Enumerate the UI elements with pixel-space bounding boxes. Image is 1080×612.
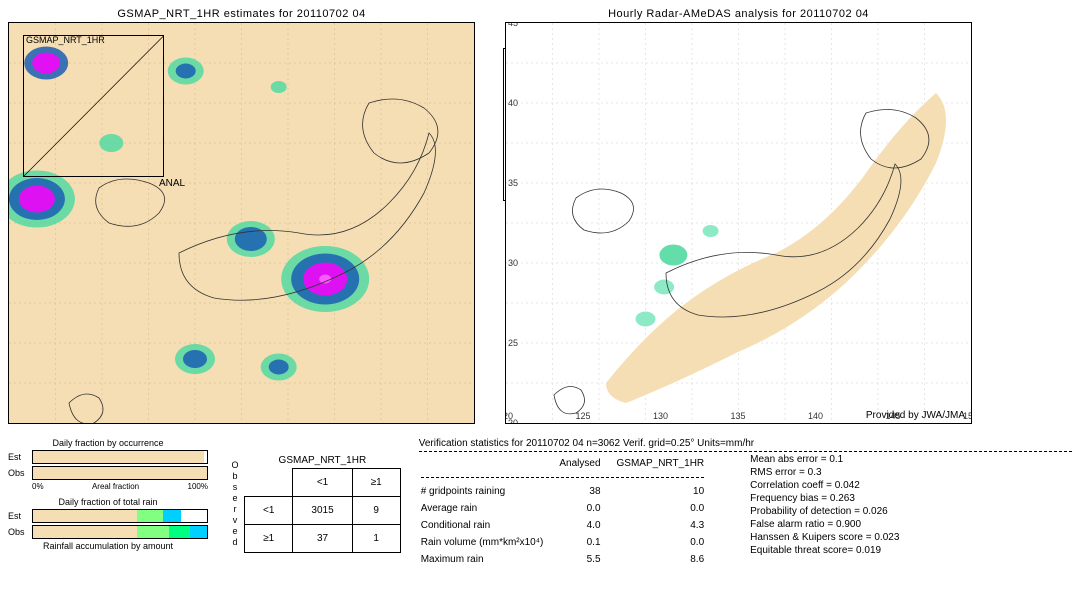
bar-outer bbox=[32, 509, 208, 523]
bar-fill bbox=[33, 451, 204, 463]
verif-val: 8.6 bbox=[617, 552, 719, 567]
left-map-title: GSMAP_NRT_1HR estimates for 20110702 04 bbox=[8, 8, 475, 20]
right-map-block: Hourly Radar-AMeDAS analysis for 2011070… bbox=[505, 8, 972, 424]
verif-label: Rain volume (mm*km²x10⁴) bbox=[421, 535, 558, 550]
svg-text:125: 125 bbox=[576, 411, 591, 421]
svg-text:30: 30 bbox=[508, 258, 518, 268]
verif-val: 10 bbox=[617, 484, 719, 499]
ct-table: <1≥1<130159≥1371 bbox=[244, 468, 401, 553]
verif-val: 5.5 bbox=[559, 552, 614, 567]
stat-line: Equitable threat score= 0.019 bbox=[750, 545, 899, 556]
top-row: GSMAP_NRT_1HR estimates for 20110702 04 … bbox=[8, 8, 1072, 424]
stats-list: Mean abs error = 0.1 RMS error = 0.3 Corre… bbox=[750, 454, 899, 569]
bar-seg bbox=[137, 526, 168, 538]
verif-label: Maximum rain bbox=[421, 552, 558, 567]
right-map-svg: 120125130135140145150202530354045 bbox=[506, 23, 971, 423]
stat-line: Hanssen & Kuipers score = 0.023 bbox=[750, 532, 899, 543]
verif-label: # gridpoints raining bbox=[421, 484, 558, 499]
bar-label: Obs bbox=[8, 527, 32, 537]
bar-row: Est bbox=[8, 450, 208, 464]
left-map-frame: GSMAP_NRT_1HR ANAL bbox=[8, 22, 475, 424]
verif-val: 4.0 bbox=[559, 518, 614, 533]
ct-cell: 9 bbox=[352, 496, 400, 524]
bar-outer bbox=[32, 525, 208, 539]
anal-label: ANAL bbox=[159, 178, 185, 189]
svg-text:45: 45 bbox=[508, 23, 518, 28]
bar-row: Est bbox=[8, 509, 208, 523]
verif-val: 4.3 bbox=[617, 518, 719, 533]
ct-col: <1 bbox=[293, 468, 352, 496]
verif-table: AnalysedGSMAP_NRT_1HR # gridpoints raini… bbox=[419, 454, 720, 569]
ct-cell: 1 bbox=[352, 524, 400, 552]
verif-val: 38 bbox=[559, 484, 614, 499]
stat-line: Probability of detection = 0.026 bbox=[750, 506, 899, 517]
dash1 bbox=[419, 451, 1072, 452]
bar-seg bbox=[190, 526, 207, 538]
stat-line: Frequency bias = 0.263 bbox=[750, 493, 899, 504]
svg-text:20: 20 bbox=[508, 418, 518, 423]
occ-scale-l: 0% bbox=[32, 482, 44, 491]
bar-label: Obs bbox=[8, 468, 32, 478]
inset-box: GSMAP_NRT_1HR bbox=[23, 35, 165, 177]
ct-rowh: ≥1 bbox=[245, 524, 293, 552]
verif-col: Analysed bbox=[559, 456, 614, 471]
svg-text:40: 40 bbox=[508, 98, 518, 108]
stat-line: RMS error = 0.3 bbox=[750, 467, 899, 478]
occ-scale-m: Areal fraction bbox=[92, 482, 139, 491]
verif-label: Average rain bbox=[421, 501, 558, 516]
inset-diag bbox=[24, 36, 164, 176]
bar-fill bbox=[33, 467, 207, 479]
verif-col: GSMAP_NRT_1HR bbox=[617, 456, 719, 471]
left-map-block: GSMAP_NRT_1HR estimates for 20110702 04 … bbox=[8, 8, 475, 424]
contingency-wrap: Observed GSMAP_NRT_1HR <1≥1<130159≥1371 bbox=[226, 438, 401, 569]
verif-val: 0.1 bbox=[559, 535, 614, 550]
ct-col: ≥1 bbox=[352, 468, 400, 496]
bar-row: Obs bbox=[8, 466, 208, 480]
bar-row: Obs bbox=[8, 525, 208, 539]
stat-line: Correlation coeff = 0.042 bbox=[750, 480, 899, 491]
bar-seg bbox=[163, 510, 180, 522]
occ-scale-r: 100% bbox=[188, 482, 208, 491]
stat-line: Mean abs error = 0.1 bbox=[750, 454, 899, 465]
svg-text:130: 130 bbox=[653, 411, 668, 421]
svg-text:135: 135 bbox=[731, 411, 746, 421]
ct-rowh: <1 bbox=[245, 496, 293, 524]
ct-cell: 37 bbox=[293, 524, 352, 552]
verif-title: Verification statistics for 20110702 04 … bbox=[419, 438, 1072, 449]
right-map-title: Hourly Radar-AMeDAS analysis for 2011070… bbox=[505, 8, 972, 20]
provided-by: Provided by JWA/JMA bbox=[866, 410, 965, 421]
occ-scale: 0% Areal fraction 100% bbox=[32, 482, 208, 491]
tot-title: Daily fraction of total rain bbox=[8, 497, 208, 507]
svg-text:25: 25 bbox=[508, 338, 518, 348]
verif-val: 0.0 bbox=[617, 501, 719, 516]
bar-seg bbox=[33, 510, 137, 522]
tot-footer: Rainfall accumulation by amount bbox=[8, 541, 208, 551]
verif-val: 0.0 bbox=[559, 501, 614, 516]
ct-cell: 3015 bbox=[293, 496, 352, 524]
bar-seg bbox=[181, 510, 207, 522]
occ-title: Daily fraction by occurrence bbox=[8, 438, 208, 448]
ct-title: GSMAP_NRT_1HR bbox=[244, 455, 401, 466]
bar-outer bbox=[32, 466, 208, 480]
bottom-row: Daily fraction by occurrence Est Obs 0% … bbox=[8, 438, 1072, 569]
svg-text:35: 35 bbox=[508, 178, 518, 188]
contingency: GSMAP_NRT_1HR <1≥1<130159≥1371 bbox=[244, 455, 401, 553]
bars-block: Daily fraction by occurrence Est Obs 0% … bbox=[8, 438, 208, 569]
verif-label: Conditional rain bbox=[421, 518, 558, 533]
bar-label: Est bbox=[8, 452, 32, 462]
ct-side: Observed bbox=[226, 460, 244, 548]
stat-line: False alarm ratio = 0.900 bbox=[750, 519, 899, 530]
right-map-frame: 120125130135140145150202530354045 Provid… bbox=[505, 22, 972, 424]
verification-block: Verification statistics for 20110702 04 … bbox=[419, 438, 1072, 569]
bar-outer bbox=[32, 450, 208, 464]
bar-label: Est bbox=[8, 511, 32, 521]
svg-text:140: 140 bbox=[808, 411, 823, 421]
verif-val: 0.0 bbox=[617, 535, 719, 550]
bar-seg bbox=[33, 526, 137, 538]
bar-seg bbox=[137, 510, 163, 522]
bar-seg bbox=[169, 526, 190, 538]
